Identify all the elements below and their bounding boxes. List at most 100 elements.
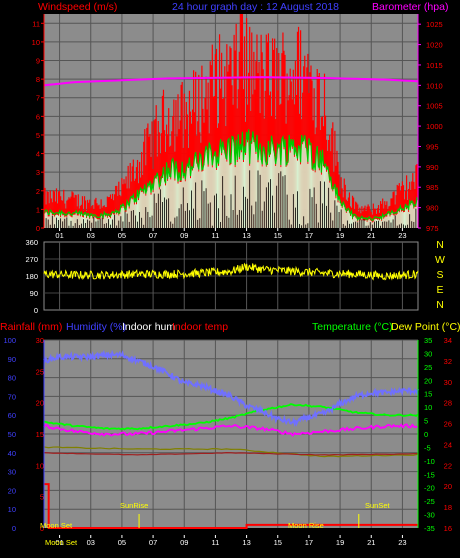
wind-x-label-11: 11 bbox=[212, 231, 220, 240]
barometer-label: Barometer (hpa) bbox=[372, 1, 448, 13]
indoor-temp-tick-34: 34 bbox=[444, 336, 452, 345]
temp-tick--15: -15 bbox=[424, 470, 435, 479]
temp-tick--20: -20 bbox=[424, 484, 435, 493]
temp-tick-35: 35 bbox=[424, 336, 432, 345]
bottom-x-label-11: 11 bbox=[212, 538, 220, 547]
wind-x-label-13: 13 bbox=[242, 231, 250, 240]
humidity-tick-30: 30 bbox=[8, 468, 16, 477]
bottom-x-label-23: 23 bbox=[398, 538, 406, 547]
indoor-temp-tick-16: 16 bbox=[444, 524, 452, 533]
bottom-x-label-03: 03 bbox=[87, 538, 95, 547]
humidity-tick-80: 80 bbox=[8, 374, 16, 383]
barometer-tick-990: 990 bbox=[426, 163, 439, 172]
humidity-tick-90: 90 bbox=[8, 355, 16, 364]
graph-title: 24 hour graph day : 12 August 2018 bbox=[172, 1, 339, 13]
temp-tick-5: 5 bbox=[424, 417, 428, 426]
indoor-temp-tick-20: 20 bbox=[444, 482, 452, 491]
rain-tick-0: 0 bbox=[40, 524, 44, 533]
rain-axis: 0 5 10 15 20 25 30 bbox=[36, 336, 44, 533]
rain-tick-30: 30 bbox=[36, 336, 44, 345]
wind-x-label-07: 07 bbox=[149, 231, 157, 240]
wind-x-label-01: 01 bbox=[55, 231, 63, 240]
rain-tick-10: 10 bbox=[36, 461, 44, 470]
direction-axis: 0 90 180 270 360 bbox=[25, 238, 38, 315]
temp-tick-0: 0 bbox=[424, 430, 428, 439]
indoor-temp-tick-30: 30 bbox=[444, 378, 452, 387]
windspeed-label: Windspeed (m/s) bbox=[38, 1, 117, 13]
barometer-tick-975: 975 bbox=[426, 224, 439, 233]
windspeed-axis: 0 1 2 3 4 5 6 7 8 9 10 11 bbox=[32, 14, 45, 233]
bottom-x-label-07: 07 bbox=[149, 538, 157, 547]
windspeed-tick-2: 2 bbox=[36, 187, 40, 196]
humidity-tick-10: 10 bbox=[8, 505, 16, 514]
windspeed-tick-1: 1 bbox=[36, 205, 40, 214]
temp-tick-20: 20 bbox=[424, 376, 432, 385]
direction-tick-360: 360 bbox=[25, 238, 38, 247]
temperature-axis: -35 -30 -25 -20 -15 -10 -5 0 5 10 15 20 25 30 35 bbox=[417, 336, 435, 533]
temp-tick-30: 30 bbox=[424, 349, 432, 358]
windspeed-tick-10: 10 bbox=[32, 38, 40, 47]
barometer-tick-995: 995 bbox=[426, 142, 439, 151]
windspeed-tick-7: 7 bbox=[36, 94, 40, 103]
rain-tick-20: 20 bbox=[36, 399, 44, 408]
windspeed-tick-4: 4 bbox=[36, 150, 40, 159]
wind-x-label-23: 23 bbox=[398, 231, 406, 240]
humidity-label: Humidity (%) bbox=[66, 321, 126, 333]
bottom-plot bbox=[43, 349, 419, 529]
humidity-line bbox=[43, 349, 419, 428]
indoor-temp-axis: 16 18 20 22 24 26 28 30 32 34 bbox=[444, 336, 452, 533]
compass-4: N bbox=[436, 299, 444, 311]
indoor-temp-tick-26: 26 bbox=[444, 420, 452, 429]
wind-x-label-21: 21 bbox=[367, 231, 375, 240]
dew-point-line bbox=[43, 423, 419, 437]
bottom-x-axis: 01 03 05 07 09 11 13 15 17 19 21 23 bbox=[55, 535, 407, 547]
indoor-hum-line bbox=[43, 446, 419, 458]
avg-wind-line bbox=[43, 129, 419, 222]
rain-tick-15: 15 bbox=[36, 430, 44, 439]
barometer-tick-1005: 1005 bbox=[426, 102, 443, 111]
wind-x-label-19: 19 bbox=[336, 231, 344, 240]
direction-tick-180: 180 bbox=[25, 272, 38, 281]
compass-1: W bbox=[435, 254, 445, 266]
moon-set-axis-label: Moon Set bbox=[45, 538, 78, 547]
barometer-tick-1020: 1020 bbox=[426, 41, 443, 50]
humidity-tick-50: 50 bbox=[8, 430, 16, 439]
barometer-tick-1025: 1025 bbox=[426, 20, 443, 29]
rainfall-label: Rainfall (mm) bbox=[0, 321, 62, 333]
indoor-temp-tick-24: 24 bbox=[444, 440, 452, 449]
moon-set-label: Moon Set bbox=[40, 521, 73, 530]
humidity-tick-20: 20 bbox=[8, 486, 16, 495]
wind-x-axis: 01 03 05 07 09 11 13 15 17 19 21 23 bbox=[55, 228, 407, 240]
wind-plot bbox=[43, 14, 419, 228]
bottom-grid bbox=[44, 339, 418, 528]
temp-tick-15: 15 bbox=[424, 390, 432, 399]
barometer-tick-1010: 1010 bbox=[426, 81, 443, 90]
bottom-x-label-01: 01 bbox=[55, 538, 63, 547]
windspeed-tick-5: 5 bbox=[36, 131, 40, 140]
rain-tick-5: 5 bbox=[40, 493, 44, 502]
compass-0: N bbox=[436, 239, 444, 251]
bottom-x-label-17: 17 bbox=[305, 538, 313, 547]
barometer-tick-1000: 1000 bbox=[426, 122, 443, 131]
temp-tick--10: -10 bbox=[424, 457, 435, 466]
direction-tick-0: 0 bbox=[34, 306, 38, 315]
barometer-axis: 975 980 985 990 995 1000 1005 1010 1015 1020 1025 bbox=[417, 14, 443, 233]
temp-tick-10: 10 bbox=[424, 403, 432, 412]
humidity-tick-40: 40 bbox=[8, 449, 16, 458]
wind-x-label-05: 05 bbox=[118, 231, 126, 240]
compass-3: E bbox=[436, 284, 443, 296]
indoor-temp-tick-28: 28 bbox=[444, 399, 452, 408]
indoor-temp-tick-32: 32 bbox=[444, 357, 452, 366]
barometer-line bbox=[43, 76, 419, 87]
sunset-label: SunSet bbox=[365, 501, 391, 510]
windspeed-tick-3: 3 bbox=[36, 168, 40, 177]
wind-x-label-15: 15 bbox=[274, 231, 282, 240]
dew-point-label: Dew Point (°C) bbox=[391, 321, 460, 333]
indoor-temp-tick-18: 18 bbox=[444, 503, 452, 512]
bottom-x-label-13: 13 bbox=[242, 538, 250, 547]
rain-tick-25: 25 bbox=[36, 367, 44, 376]
